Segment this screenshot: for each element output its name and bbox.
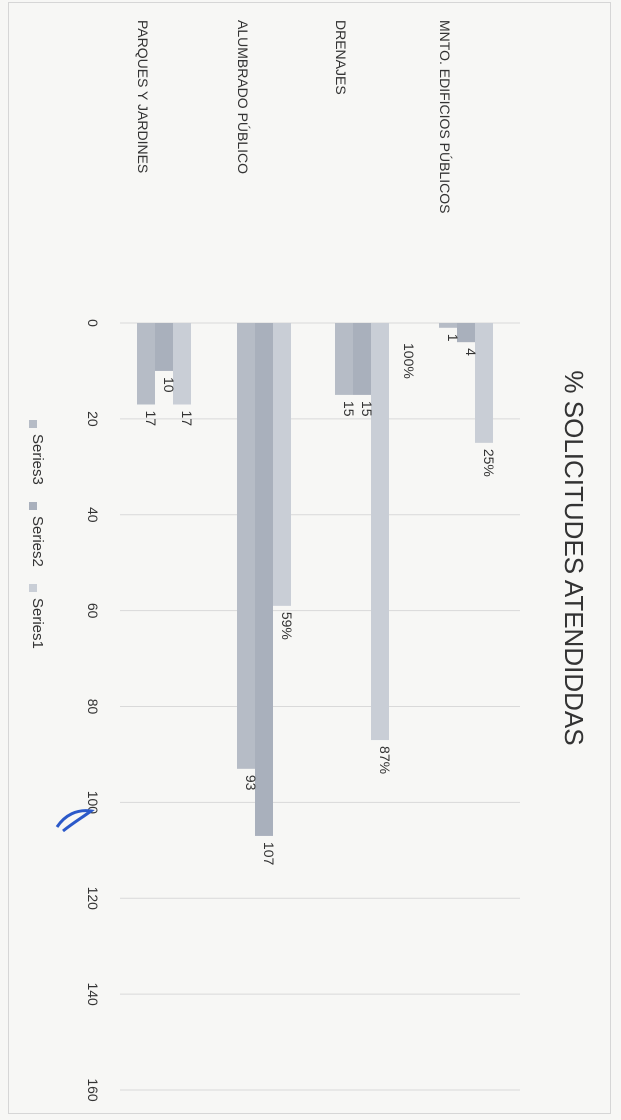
tick-label: 0 bbox=[85, 319, 101, 327]
category-label: PARQUES Y JARDINES bbox=[135, 20, 151, 173]
bar-series1 bbox=[371, 323, 389, 741]
tick-label: 60 bbox=[85, 603, 101, 619]
legend-swatch bbox=[29, 502, 37, 510]
legend-swatch bbox=[29, 584, 37, 592]
category-label: DRENAJES bbox=[333, 20, 349, 95]
data-label: 17 bbox=[143, 410, 159, 426]
bar-series3 bbox=[335, 323, 353, 395]
data-label: 10 bbox=[161, 377, 177, 393]
legend-label: Series3 bbox=[29, 434, 46, 485]
tick-label: 120 bbox=[85, 887, 101, 911]
data-label: 25% bbox=[481, 449, 497, 477]
data-label: 100% bbox=[401, 343, 417, 379]
tick-label: 40 bbox=[85, 507, 101, 523]
tick-label: 80 bbox=[85, 699, 101, 715]
category-label: ALUMBRADO PÚBLICO bbox=[235, 20, 251, 174]
bar-series2 bbox=[353, 323, 371, 395]
data-label: 15 bbox=[359, 401, 375, 417]
legend-swatch bbox=[29, 420, 37, 428]
tick-label: 100 bbox=[85, 791, 101, 815]
bar-series3 bbox=[439, 323, 457, 328]
data-label: 15 bbox=[341, 401, 357, 417]
chart-frame bbox=[8, 2, 611, 1114]
data-label: 87% bbox=[377, 746, 393, 774]
bar-series1 bbox=[273, 323, 291, 606]
data-label: 17 bbox=[179, 410, 195, 426]
chart-title: % SOLICITUDES ATENDIDDAS bbox=[559, 370, 589, 745]
data-label: 1 bbox=[445, 334, 461, 342]
tick-label: 20 bbox=[85, 411, 101, 427]
data-label: 59% bbox=[279, 612, 295, 640]
bar-series1 bbox=[475, 323, 493, 443]
tick-label: 140 bbox=[85, 982, 101, 1006]
data-label: 4 bbox=[463, 348, 479, 356]
bar-series3 bbox=[237, 323, 255, 769]
data-label: 107 bbox=[261, 842, 277, 866]
bar-series2 bbox=[457, 323, 475, 343]
bar-series2 bbox=[255, 323, 273, 836]
tick-label: 160 bbox=[85, 1078, 101, 1102]
pen-mark-icon bbox=[55, 809, 95, 833]
category-label: MNTO. EDIFICIOS PÚBLICOS bbox=[437, 20, 453, 213]
bar-series3 bbox=[137, 323, 155, 405]
bar-series2 bbox=[155, 323, 173, 371]
legend-label: Series1 bbox=[29, 598, 46, 649]
data-label: 93 bbox=[243, 775, 259, 791]
bar-series1 bbox=[173, 323, 191, 405]
legend-label: Series2 bbox=[29, 516, 46, 567]
